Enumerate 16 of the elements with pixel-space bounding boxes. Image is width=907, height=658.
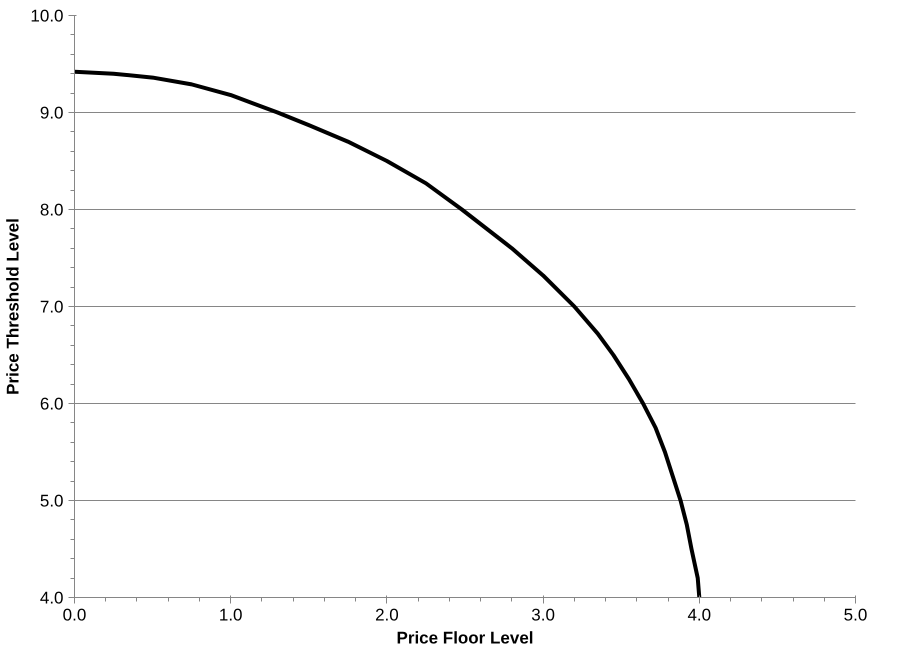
y-tick-label: 6.0 (40, 394, 64, 414)
x-tick-label: 0.0 (62, 606, 86, 624)
x-tick-label: 1.0 (218, 606, 243, 624)
y-axis-title: Price Threshold Level (3, 218, 22, 395)
y-tick-label: 9.0 (40, 104, 64, 122)
y-tick-label: 10.0 (30, 6, 64, 26)
x-axis-title: Price Floor Level (396, 628, 534, 648)
y-tick-label: 8.0 (40, 200, 64, 220)
x-tick-label: 4.0 (687, 606, 712, 624)
y-tick-label: 5.0 (40, 492, 64, 510)
line-series (74, 70, 702, 598)
y-tick-label: 7.0 (40, 298, 64, 316)
x-tick-label: 5.0 (844, 606, 868, 624)
y-tick-label: 4.0 (40, 588, 64, 608)
x-tick-label: 2.0 (375, 606, 399, 624)
x-tick-label: 3.0 (531, 606, 555, 624)
